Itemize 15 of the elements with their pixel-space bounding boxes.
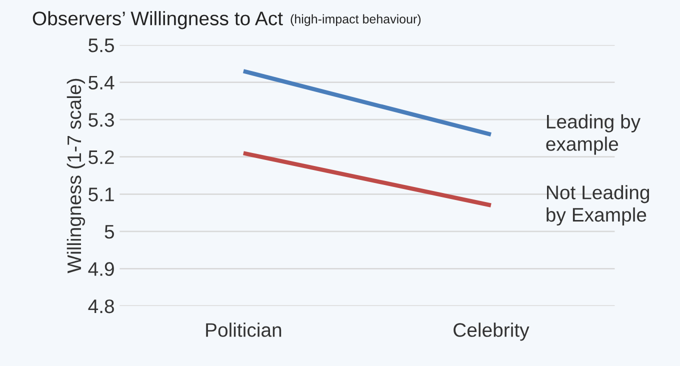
text: Not Leading by Example <box>546 185 650 226</box>
x-tick-label: Celebrity <box>454 322 530 341</box>
y-tick-label: 5.2 <box>88 150 114 164</box>
y-tick-label: 5.5 <box>88 38 114 52</box>
x-tick-label: Politician <box>206 322 282 337</box>
y-tick-label: 5.3 <box>88 113 114 127</box>
y-tick-label: 5.1 <box>88 188 114 202</box>
y-tick-label: 4.9 <box>88 262 114 276</box>
chart-subtitle: (high-impact behaviour) <box>290 14 421 26</box>
y-axis-title: Willingness (1-7 scale) <box>66 78 86 274</box>
text: Leading by example <box>546 114 641 155</box>
y-tick-label: 5.4 <box>88 76 114 90</box>
y-tick-label: 5 <box>104 225 114 239</box>
chart-title: Observers’ Willingness to Act <box>32 11 283 30</box>
y-tick-label: 4.8 <box>88 299 114 314</box>
